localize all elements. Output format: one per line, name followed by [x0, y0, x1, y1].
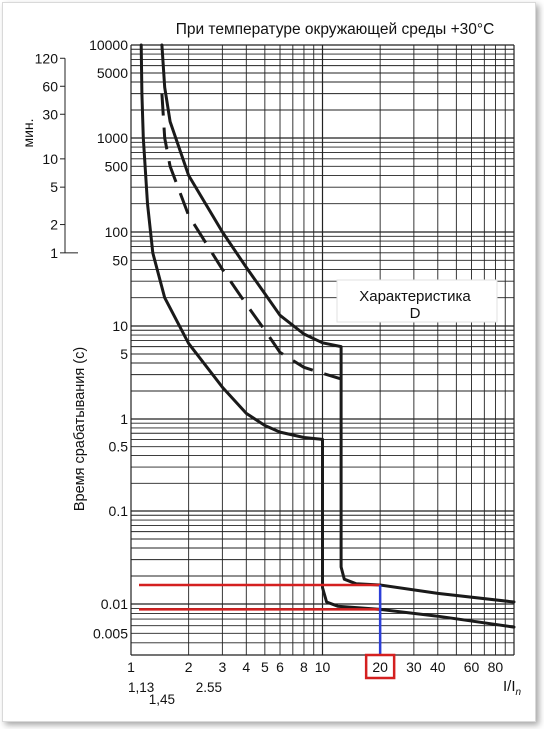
curve-3	[160, 43, 516, 604]
y-tick-label: 0.005	[93, 625, 128, 641]
curve-2	[160, 93, 342, 381]
x-tick-label: 10	[315, 659, 331, 675]
x-axis-label-sub: n	[516, 687, 522, 698]
annotation-box	[336, 279, 498, 323]
x-extra-label: 2.55	[196, 680, 222, 695]
annotation-line-1: Характеристика	[359, 288, 471, 305]
x-tick-label: 2	[185, 659, 193, 675]
minute-tick-label: 60	[42, 78, 58, 94]
y-axis-label: Время срабатывания (c)	[72, 347, 88, 511]
x-tick-label: 30	[406, 659, 422, 675]
chart-highlights	[139, 583, 396, 680]
y-tick-label: 50	[112, 252, 128, 268]
x-tick-label: 6	[276, 659, 284, 675]
minute-tick-label: 1	[50, 245, 58, 261]
x-tick-label: 60	[464, 659, 480, 675]
x-tick-label: 20	[372, 659, 388, 675]
y-tick-label: 10	[112, 318, 128, 334]
chart-frame: 10000 5000 1000 500 100 50 10 5 1 0.5 0.1 0.01 0.005…	[2, 2, 536, 722]
y-tick-label: 500	[105, 158, 129, 174]
x-tick-label: 1	[127, 659, 135, 675]
x-extra-label: 1,13	[128, 680, 154, 695]
annotation-line-2: D	[410, 305, 421, 322]
tripping-curve-chart: 10000 5000 1000 500 100 50 10 5 1 0.5 0.1 0.01 0.005…	[20, 21, 522, 707]
x-axis-label-main: I/I	[503, 678, 516, 695]
y-tick-label: 100	[105, 224, 129, 240]
y-tick-label: 1	[120, 411, 128, 427]
minute-tick-label: 10	[42, 151, 58, 167]
x-tick-label: 5	[261, 659, 269, 675]
x-tick-label: 3	[218, 659, 226, 675]
x-tick-label: 4	[242, 659, 250, 675]
minute-tick-label: 5	[50, 179, 58, 195]
y-tick-label: 5	[120, 346, 128, 362]
y-tick-label: 0.01	[101, 596, 128, 612]
minutes-axis-label: мин.	[20, 118, 36, 147]
minute-tick-label: 30	[42, 106, 58, 122]
chart-curves	[139, 43, 516, 629]
x-tick-label: 80	[488, 659, 504, 675]
chart-title: При температуре окружающей среды +30°C	[176, 21, 495, 38]
y-tick-label: 10000	[89, 37, 128, 53]
y-tick-label: 0.5	[109, 439, 129, 455]
y-tick-label: 0.1	[109, 503, 129, 519]
x-axis-label: I/In	[503, 678, 522, 698]
x-extra-label: 1,45	[149, 692, 175, 707]
chart-labels: 10000 5000 1000 500 100 50 10 5 1 0.5 0.1 0.01 0.005…	[35, 37, 504, 707]
y-tick-label: 5000	[97, 65, 128, 81]
y-tick-label: 1000	[97, 130, 128, 146]
x-tick-label: 40	[430, 659, 446, 675]
curve-1	[139, 43, 516, 629]
x-tick-label: 8	[300, 659, 308, 675]
minute-tick-label: 120	[35, 50, 59, 66]
highlight-tick-box	[364, 653, 396, 680]
minute-tick-label: 2	[50, 217, 58, 233]
